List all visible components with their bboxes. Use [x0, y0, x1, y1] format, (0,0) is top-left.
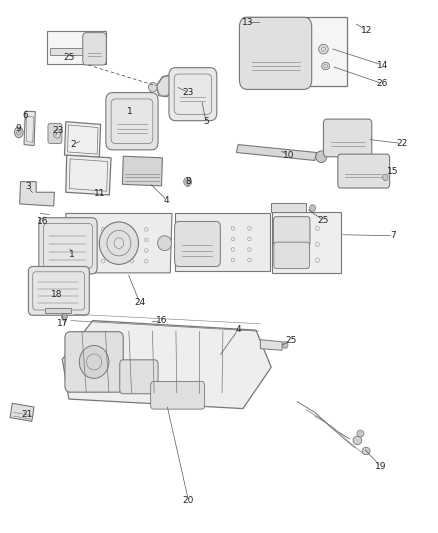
Text: 25: 25 — [285, 336, 297, 345]
Text: 4: 4 — [236, 325, 241, 334]
Text: 24: 24 — [134, 298, 145, 307]
Ellipse shape — [148, 83, 157, 92]
Text: 25: 25 — [318, 216, 329, 225]
Ellipse shape — [184, 177, 191, 186]
Text: 17: 17 — [57, 319, 69, 328]
FancyBboxPatch shape — [28, 266, 89, 316]
FancyBboxPatch shape — [106, 93, 158, 150]
Polygon shape — [260, 340, 282, 350]
Text: 18: 18 — [51, 289, 63, 298]
Polygon shape — [10, 403, 34, 421]
Text: 26: 26 — [377, 79, 388, 88]
Bar — [243, 17, 347, 86]
Polygon shape — [272, 213, 341, 273]
Polygon shape — [20, 182, 54, 206]
Text: 1: 1 — [69, 250, 75, 259]
Ellipse shape — [383, 174, 388, 181]
Ellipse shape — [362, 447, 370, 455]
Ellipse shape — [310, 205, 316, 212]
Ellipse shape — [158, 236, 172, 251]
Bar — [47, 31, 106, 64]
Ellipse shape — [99, 222, 138, 264]
FancyBboxPatch shape — [240, 17, 312, 90]
Text: 23: 23 — [52, 126, 64, 135]
Text: 20: 20 — [183, 496, 194, 505]
Text: 11: 11 — [94, 189, 105, 198]
Ellipse shape — [316, 151, 327, 163]
Ellipse shape — [319, 44, 328, 54]
Polygon shape — [237, 144, 317, 160]
Text: 23: 23 — [183, 88, 194, 97]
Bar — [45, 308, 71, 313]
Text: 16: 16 — [37, 217, 49, 226]
Polygon shape — [62, 320, 271, 409]
Text: 22: 22 — [396, 139, 407, 148]
Text: 6: 6 — [22, 111, 28, 120]
Text: 13: 13 — [241, 18, 253, 27]
Ellipse shape — [62, 313, 67, 320]
Text: 5: 5 — [203, 117, 209, 126]
Text: 4: 4 — [164, 196, 170, 205]
FancyBboxPatch shape — [151, 382, 205, 409]
FancyBboxPatch shape — [169, 68, 217, 120]
Polygon shape — [66, 155, 111, 195]
Text: 2: 2 — [71, 140, 76, 149]
Ellipse shape — [283, 342, 288, 349]
Polygon shape — [175, 214, 270, 271]
Text: 3: 3 — [25, 182, 31, 191]
Text: 9: 9 — [15, 124, 21, 133]
FancyBboxPatch shape — [338, 154, 390, 188]
Polygon shape — [122, 156, 162, 186]
Polygon shape — [66, 214, 172, 273]
FancyBboxPatch shape — [39, 217, 97, 274]
FancyBboxPatch shape — [120, 360, 158, 394]
Ellipse shape — [322, 62, 329, 70]
FancyBboxPatch shape — [48, 123, 62, 143]
FancyBboxPatch shape — [323, 119, 372, 157]
Text: 25: 25 — [63, 53, 74, 62]
Ellipse shape — [353, 436, 362, 445]
Ellipse shape — [14, 127, 23, 138]
Ellipse shape — [79, 345, 109, 378]
Text: 14: 14 — [377, 61, 388, 69]
Text: 21: 21 — [21, 410, 32, 419]
Polygon shape — [24, 111, 35, 146]
Text: 19: 19 — [375, 463, 387, 471]
Polygon shape — [271, 203, 306, 213]
Polygon shape — [156, 75, 176, 97]
FancyBboxPatch shape — [273, 216, 310, 246]
Text: 8: 8 — [186, 177, 191, 186]
Text: 15: 15 — [387, 166, 399, 175]
FancyBboxPatch shape — [65, 332, 123, 392]
FancyBboxPatch shape — [175, 221, 220, 266]
Polygon shape — [64, 122, 101, 157]
Text: 7: 7 — [390, 231, 396, 240]
FancyBboxPatch shape — [83, 33, 106, 65]
Text: 12: 12 — [361, 26, 373, 35]
Text: 10: 10 — [283, 151, 294, 160]
FancyBboxPatch shape — [274, 242, 310, 269]
Text: 1: 1 — [127, 107, 133, 116]
Bar — [50, 48, 83, 55]
Text: 16: 16 — [156, 316, 167, 325]
Ellipse shape — [357, 430, 364, 437]
